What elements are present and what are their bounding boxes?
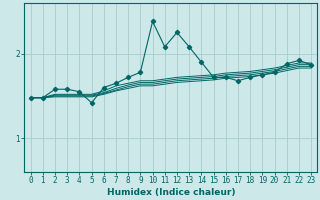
X-axis label: Humidex (Indice chaleur): Humidex (Indice chaleur): [107, 188, 235, 197]
